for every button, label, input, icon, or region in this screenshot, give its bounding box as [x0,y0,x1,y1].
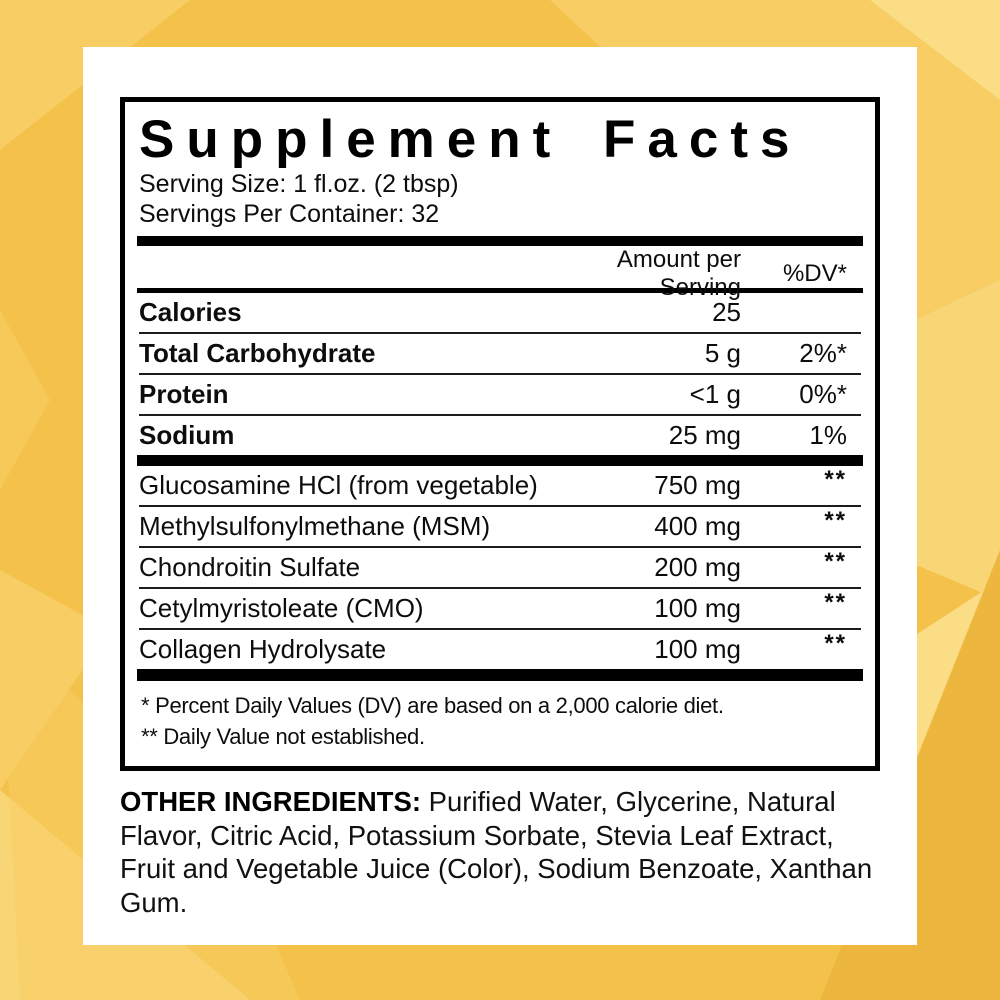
row-dv: ** [741,507,861,542]
row-name: Calories [139,297,242,328]
other-ingredients: OTHER INGREDIENTS: Purified Water, Glyce… [120,785,880,919]
row-name: Cetylmyristoleate (CMO) [139,593,424,624]
row-dv-value: 1% [809,420,847,451]
row-dv: ** [741,548,861,583]
table-row: Sodium 25 mg 1% [139,414,861,455]
row-amount: 750 mg [654,470,741,501]
row-amount: 5 g [704,338,741,369]
row-dv: 0%* [741,379,861,410]
row-dv-value: ** [824,466,847,494]
table-row: Total Carbohydrate 5 g 2%* [139,332,861,373]
row-name: Chondroitin Sulfate [139,552,361,583]
amount-per-serving-header: Amount per Serving [616,246,741,302]
row-amount: <1 g [689,379,741,410]
row-dv: 2%* [741,338,861,369]
other-ingredients-label: OTHER INGREDIENTS: [120,786,421,818]
active-ingredient-rows: Glucosamine HCl (from vegetable) 750 mg … [139,466,861,669]
row-name: Sodium [139,420,235,451]
row-amount: 200 mg [654,552,741,583]
row-dv: ** [741,466,861,501]
row-dv-value: ** [824,630,847,658]
row-dv-value: 0%* [799,379,847,410]
divider-bar [137,236,863,247]
panel-title: Supplement Facts [139,110,802,169]
divider-bar [137,669,863,682]
other-ingredients-text: Purified Water, Glycerine, Natural Flavo… [120,786,873,918]
nutrient-rows: Calories 25 Total Carbohydrate 5 g 2%* P… [139,293,861,455]
footnote-daily-values: * Percent Daily Values (DV) are based on… [141,693,724,719]
row-name: Methylsulfonylmethane (MSM) [139,511,491,542]
label-card: Supplement Facts Serving Size: 1 fl.oz. … [83,47,917,945]
table-row: Calories 25 [139,293,861,332]
row-name: Total Carbohydrate [139,338,376,369]
percent-dv-header: %DV* [782,260,847,288]
row-amount: 100 mg [654,634,741,665]
row-name: Protein [139,379,229,410]
table-row: Cetylmyristoleate (CMO) 100 mg ** [139,587,861,628]
divider-bar [137,288,863,294]
table-row: Chondroitin Sulfate 200 mg ** [139,546,861,587]
row-dv-value: 2%* [799,338,847,369]
row-amount: 25 mg [668,420,741,451]
row-amount: 100 mg [654,593,741,624]
divider-bar [137,455,863,467]
row-dv-value: ** [824,548,847,576]
row-name: Collagen Hydrolysate [139,634,387,665]
footnote-dv-not-established: ** Daily Value not established. [141,724,425,750]
serving-size: Serving Size: 1 fl.oz. (2 tbsp) [139,170,459,199]
table-header: Amount per Serving %DV* [139,246,861,301]
row-dv: ** [741,589,861,624]
footnotes: * Percent Daily Values (DV) are based on… [139,681,861,766]
supplement-facts-panel: Supplement Facts Serving Size: 1 fl.oz. … [120,97,880,772]
table-row: Collagen Hydrolysate 100 mg ** [139,628,861,669]
servings-per-container: Servings Per Container: 32 [139,200,440,229]
row-amount: 400 mg [654,511,741,542]
row-dv: ** [741,630,861,665]
row-dv-value: ** [824,507,847,535]
row-amount: 25 [712,297,741,328]
row-dv: 1% [741,420,861,451]
table-row: Glucosamine HCl (from vegetable) 750 mg … [139,466,861,505]
row-dv-value: ** [824,589,847,617]
row-name: Glucosamine HCl (from vegetable) [139,470,538,501]
table-row: Methylsulfonylmethane (MSM) 400 mg ** [139,505,861,546]
table-row: Protein <1 g 0%* [139,373,861,414]
